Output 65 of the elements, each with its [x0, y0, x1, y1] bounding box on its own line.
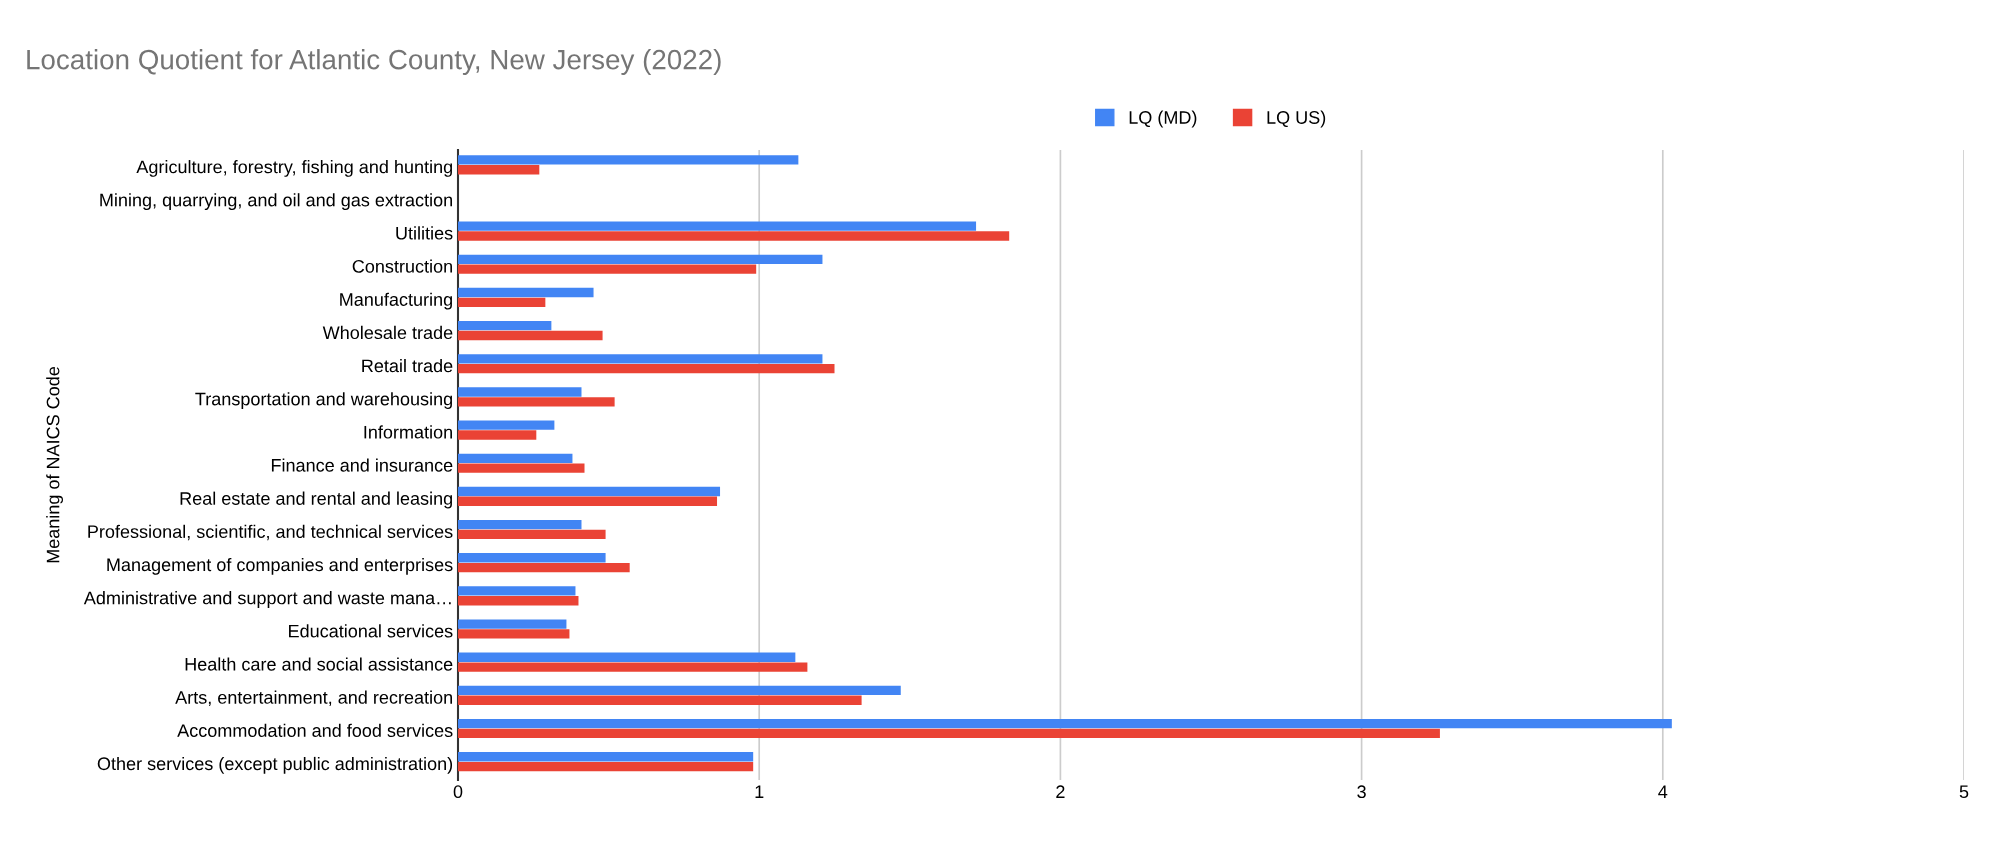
bar	[458, 354, 823, 364]
bar	[458, 619, 567, 629]
bar	[458, 652, 796, 662]
bar	[458, 629, 570, 639]
bar	[458, 596, 579, 606]
y-tick-label: Other services (except public administration)	[97, 756, 453, 774]
bar	[458, 221, 977, 231]
y-tick-label: Retail trade	[362, 358, 453, 373]
y-axis-title: Meaning of NAICS Code	[46, 366, 63, 563]
bar	[458, 287, 594, 298]
bar	[458, 430, 537, 440]
y-tick-label: Accommodation and food services	[177, 723, 453, 737]
y-tick-label: Arts, entertainment, and recreation	[175, 690, 452, 706]
legend-label: LQ (MD)	[1129, 110, 1197, 128]
bar	[458, 397, 615, 407]
bar	[458, 231, 1010, 241]
y-tick-label: Real estate and rental and leasing	[180, 491, 452, 509]
x-tick-label: 1	[755, 785, 764, 798]
bar	[458, 254, 823, 265]
x-tick-label: 0	[453, 785, 463, 799]
bar	[458, 363, 835, 374]
legend-label: LQ US)	[1267, 110, 1326, 128]
x-tick-label: 3	[1357, 785, 1366, 799]
bar	[458, 387, 582, 397]
bar	[458, 155, 799, 165]
bar	[458, 761, 754, 772]
bar	[458, 586, 576, 596]
x-tick-label: 2	[1056, 785, 1065, 798]
y-tick-label: Manufacturing	[340, 292, 452, 310]
x-tick-label: 5	[1959, 785, 1969, 799]
bar	[458, 321, 552, 331]
bar	[458, 264, 757, 274]
bar	[458, 420, 555, 430]
y-tick-label: Utilities	[396, 226, 453, 240]
y-tick-label: Professional, scientific, and technical services	[88, 524, 453, 541]
bar	[458, 496, 718, 506]
bar	[458, 685, 901, 696]
bar	[458, 165, 540, 175]
y-tick-label: Administrative and support and waste mana…	[83, 591, 451, 608]
y-tick-label: Construction	[352, 259, 452, 273]
bar	[458, 752, 754, 762]
bar	[458, 519, 582, 530]
y-tick-label: Health care and social assistance	[185, 657, 453, 671]
chart-title: Location Quotient for Atlantic County, New Jersey (2022)	[27, 49, 721, 75]
y-tick-label: Mining, quarrying, and oil and gas extraction	[100, 193, 452, 211]
bar	[458, 529, 606, 540]
bar	[458, 662, 808, 672]
y-tick-label: Agriculture, forestry, fishing and hunting	[136, 160, 452, 177]
bar	[458, 486, 721, 497]
bar	[458, 728, 1440, 739]
y-tick-label: Transportation and warehousing	[195, 392, 452, 409]
y-tick-label: Information	[364, 425, 452, 439]
bar	[458, 330, 603, 341]
bar	[458, 463, 585, 473]
y-tick-label: Management of companies and enterprises	[107, 557, 453, 575]
y-tick-label: Wholesale trade	[322, 325, 453, 340]
bar	[458, 297, 546, 308]
bar	[458, 562, 630, 573]
y-tick-label: Finance and insurance	[271, 458, 453, 472]
bar	[458, 453, 573, 463]
bar	[458, 695, 862, 705]
x-tick-label: 4	[1658, 785, 1668, 798]
bar	[458, 718, 1672, 729]
bar	[458, 553, 606, 563]
y-tick-label: Educational services	[289, 624, 453, 638]
